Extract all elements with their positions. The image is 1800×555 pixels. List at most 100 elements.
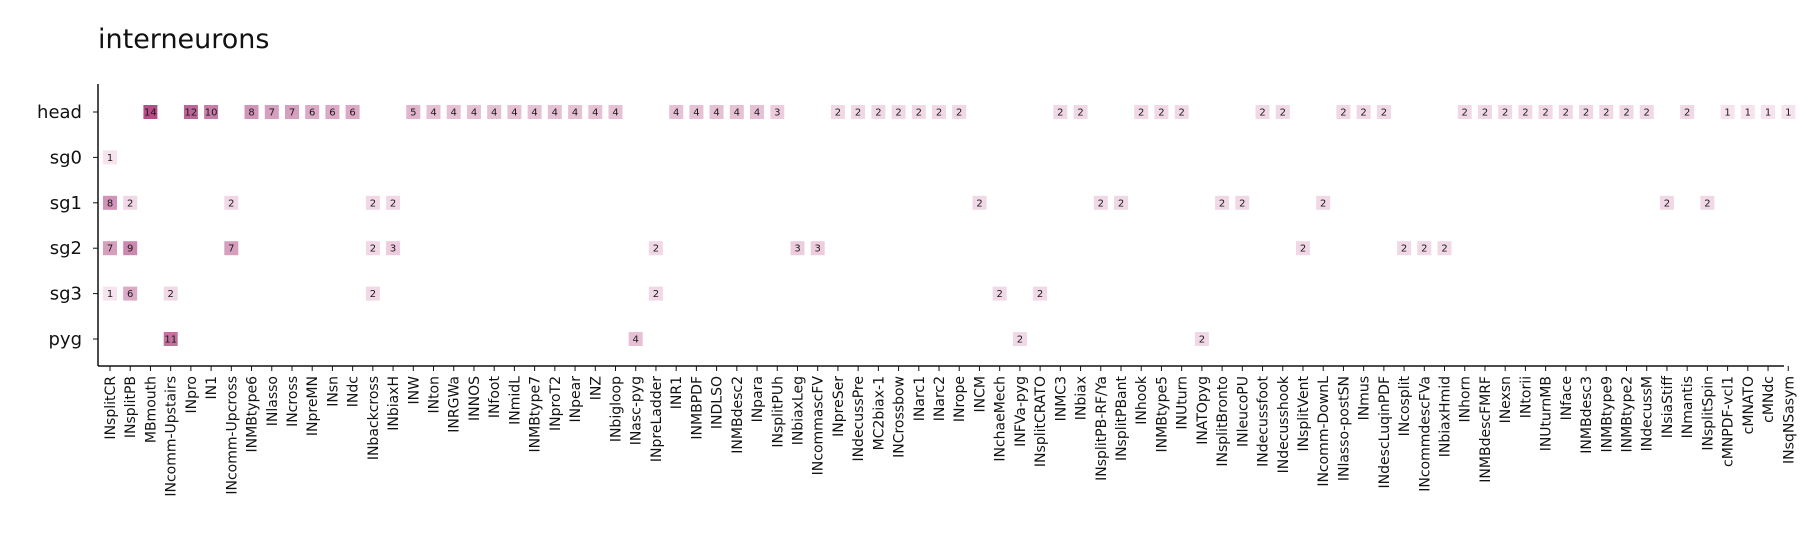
heatmap-cell xyxy=(648,241,663,256)
x-tick-label: INR1 xyxy=(669,376,685,409)
x-tick-label: INCM xyxy=(972,376,988,412)
heatmap-cell xyxy=(810,241,825,256)
x-tick-label: IN1 xyxy=(204,376,220,400)
heatmap-cell xyxy=(1659,195,1674,210)
heatmap-cell xyxy=(163,286,178,301)
x-tick-label: INhook xyxy=(1134,375,1150,425)
x-tick-label: INmidL xyxy=(507,376,523,425)
cell-value-label: 2 xyxy=(875,108,881,119)
heatmap-cell xyxy=(1376,105,1391,119)
x-tick-label: INpreLadder xyxy=(649,376,665,462)
heatmap-cell xyxy=(1538,105,1553,119)
heatmap-cell xyxy=(1235,195,1250,210)
x-tick-label: INface xyxy=(1559,376,1575,420)
heatmap-cell xyxy=(123,195,138,210)
cell-value-label: 2 xyxy=(168,289,174,300)
heatmap-cell xyxy=(426,105,441,119)
x-tick-label: INcommascFV xyxy=(811,376,827,476)
cell-value-label: 2 xyxy=(1219,198,1225,209)
x-tick-label: INMBdescFMRF xyxy=(1478,376,1494,483)
cell-value-label: 1 xyxy=(1765,108,1771,119)
cell-value-label: 2 xyxy=(1057,108,1063,119)
cell-value-label: 4 xyxy=(511,108,517,119)
y-tick-label: sg0 xyxy=(50,147,82,168)
cell-value-label: 4 xyxy=(693,108,699,119)
cell-value-label: 2 xyxy=(1360,108,1366,119)
heatmap-cell xyxy=(1599,105,1614,119)
cell-value-label: 4 xyxy=(531,108,537,119)
heatmap-cell xyxy=(1478,105,1492,119)
heatmap-cell xyxy=(770,105,785,119)
heatmap-cell xyxy=(1134,105,1149,119)
cell-value-label: 4 xyxy=(552,108,558,119)
x-tick-label: INsplitSpin xyxy=(1700,376,1716,451)
cell-value-label: 2 xyxy=(1603,108,1609,119)
heatmap-cell xyxy=(1720,105,1735,119)
cell-value-label: 2 xyxy=(1017,335,1023,346)
cell-value-label: 4 xyxy=(592,108,598,119)
cell-value-label: 4 xyxy=(633,335,639,346)
x-tick-label: INpreMN xyxy=(305,376,321,436)
cell-value-label: 10 xyxy=(205,108,218,119)
heatmap-cell xyxy=(1356,105,1371,119)
x-tick-label: INchaeMech xyxy=(993,376,1009,462)
cell-value-label: 2 xyxy=(997,289,1003,300)
heatmap-cell xyxy=(1336,105,1351,119)
cell-value-label: 5 xyxy=(410,108,416,119)
cell-value-label: 2 xyxy=(653,244,659,255)
x-tick-label: INsplitPB xyxy=(123,376,139,438)
heatmap-cell xyxy=(103,195,117,210)
x-tick-label: INRGWa xyxy=(447,376,463,433)
heatmap-cell xyxy=(1174,105,1189,119)
heatmap-cell xyxy=(1033,286,1048,301)
heatmap-cell xyxy=(103,241,117,256)
heatmap-cell xyxy=(244,105,259,119)
x-tick-label: INasc-pyg xyxy=(629,376,645,445)
x-tick-label: INdecussPre xyxy=(851,376,867,462)
cell-value-label: 2 xyxy=(1522,108,1528,119)
x-tick-label: INbackcross xyxy=(366,376,382,460)
heatmap-cell xyxy=(1680,105,1695,119)
cell-value-label: 2 xyxy=(1421,244,1427,255)
x-tick-label: INsplitVent xyxy=(1296,376,1312,452)
heatmap-cell xyxy=(608,105,623,119)
x-tick-label: INdecussfoot xyxy=(1256,375,1272,466)
heatmap-cell xyxy=(1781,105,1796,119)
y-tick-label: head xyxy=(37,102,82,123)
heatmap-cell xyxy=(568,105,583,119)
x-tick-label: INlasso-postSN xyxy=(1336,376,1352,481)
heatmap-cell xyxy=(305,105,320,119)
heatmap-cell xyxy=(325,105,340,119)
heatmap-cells xyxy=(103,105,1796,346)
cell-value-label: 2 xyxy=(855,108,861,119)
heatmap-cell xyxy=(1154,105,1169,119)
cell-value-label: 14 xyxy=(144,108,157,119)
cell-value-label: 2 xyxy=(390,198,396,209)
x-tick-label: cMNdc xyxy=(1761,376,1777,423)
x-tick-label: INMBtype2 xyxy=(1620,376,1636,452)
heatmap-cell xyxy=(1296,241,1310,256)
heatmap-cell xyxy=(1012,332,1027,346)
x-tick-label: INfoot xyxy=(487,375,503,418)
cell-value-label: 1 xyxy=(1785,108,1791,119)
cell-value-label: 7 xyxy=(107,244,113,255)
cell-value-label: 2 xyxy=(1340,108,1346,119)
x-tick-label: INUturnMB xyxy=(1539,376,1555,451)
cell-value-label: 9 xyxy=(127,244,133,255)
heatmap-cell xyxy=(972,195,987,210)
x-tick-label: INbiaxHmid xyxy=(1438,376,1454,457)
heatmap-cell xyxy=(851,105,866,119)
x-tick-label: INarc1 xyxy=(912,376,928,421)
cell-value-label: 3 xyxy=(794,244,800,255)
x-tick-label: INton xyxy=(427,376,443,414)
cell-value-label: 2 xyxy=(370,244,376,255)
cell-value-label: 6 xyxy=(127,289,133,300)
cell-value-label: 2 xyxy=(1542,108,1548,119)
heatmap-cell xyxy=(1579,105,1594,119)
cell-value-label: 12 xyxy=(185,108,198,119)
x-tick-label: INUturn xyxy=(1175,376,1191,430)
cell-value-label: 3 xyxy=(815,244,821,255)
heatmap-cell xyxy=(729,105,744,119)
heatmap-cell xyxy=(1255,105,1270,119)
cell-value-label: 2 xyxy=(976,198,982,209)
